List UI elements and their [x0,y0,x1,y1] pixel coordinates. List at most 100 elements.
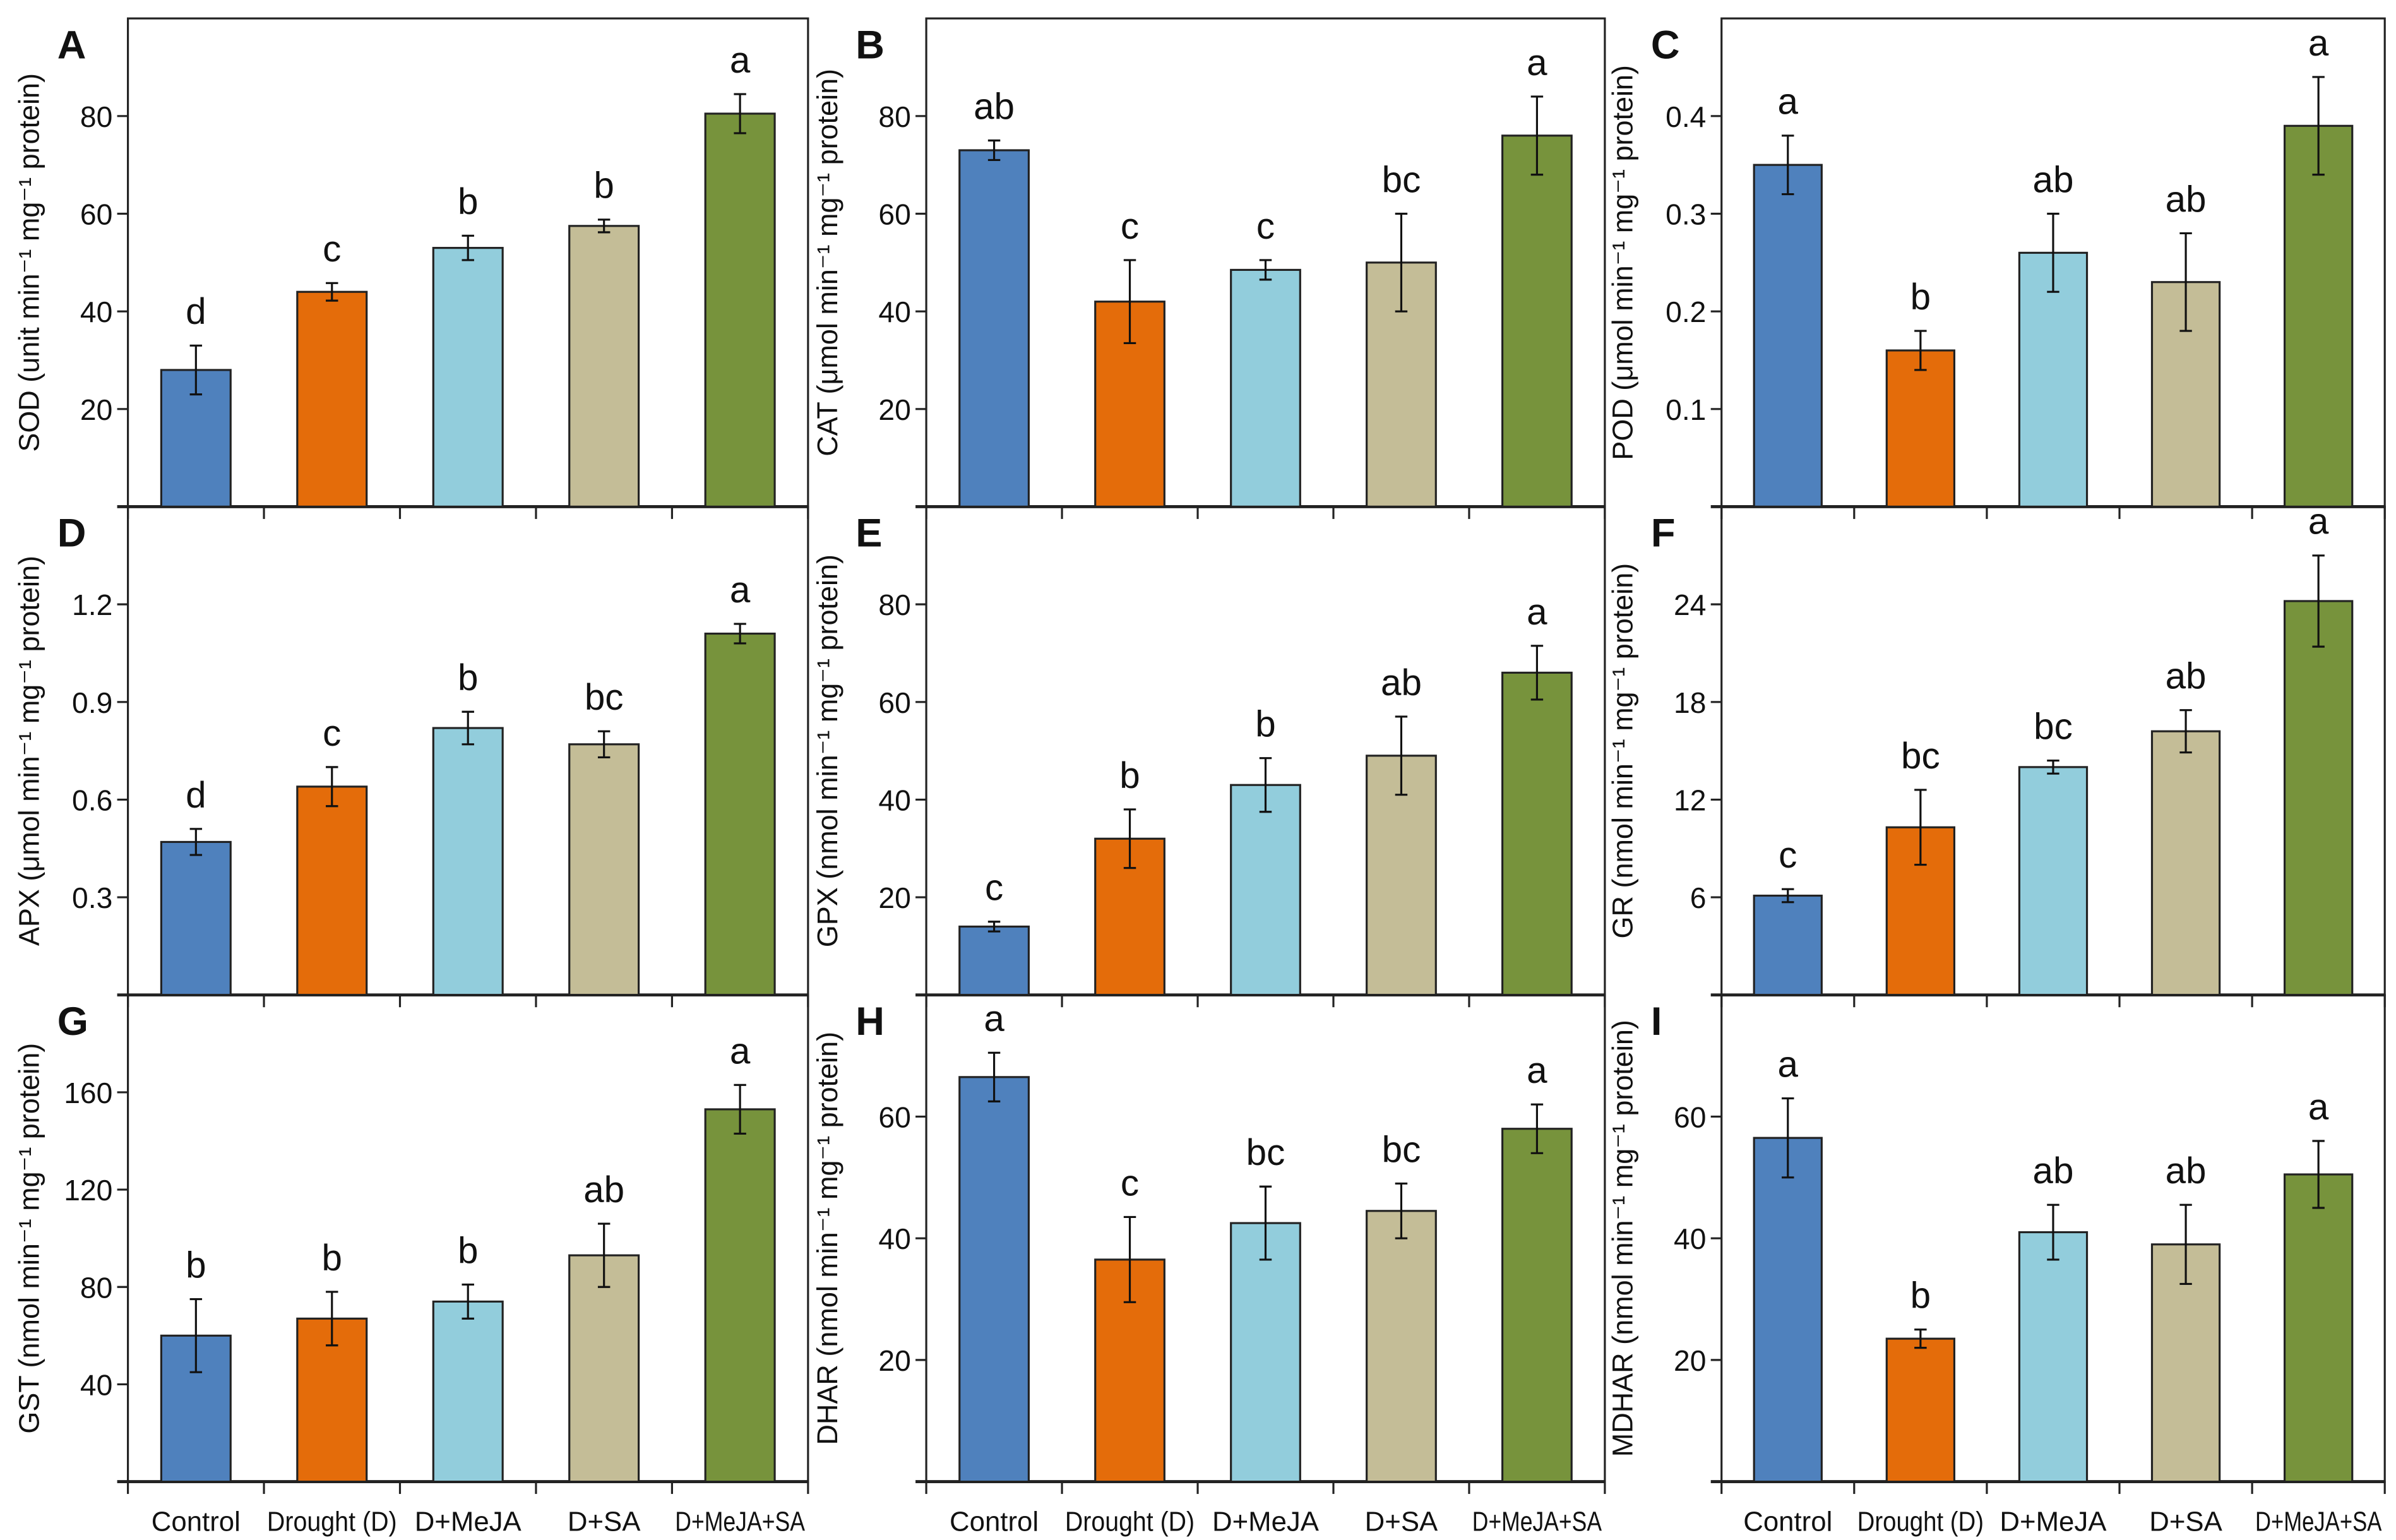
y-tick-label: 20 [878,1344,910,1377]
bar-d-meja [432,727,504,996]
significance-letter: c [323,713,341,754]
significance-letter: ab [2032,1150,2073,1191]
significance-letter: bc [1901,736,1940,777]
significance-letter: a [1527,1050,1547,1091]
panel-label: B [855,23,885,67]
y-axis-label: GST (nmol min⁻¹ mg⁻¹ protein) [13,1043,45,1434]
x-category-label: Control [950,1506,1039,1537]
y-tick-label: 40 [878,295,910,328]
x-category-label: D+MeJA [415,1506,522,1537]
y-axis-label: MDHAR (nmol min⁻¹ mg⁻¹ protein) [1607,1020,1639,1457]
bar-d-meja [2018,766,2089,996]
y-tick-label: 40 [80,1368,112,1401]
bar-d-sa [568,743,640,996]
significance-letter: a [730,570,751,611]
y-tick-label: 0.1 [1666,393,1706,426]
significance-letter: ab [2166,179,2207,220]
y-axis-label: SOD (unit min⁻¹ mg⁻¹ protein) [13,73,45,452]
y-tick-label: 60 [878,686,910,719]
significance-letter: c [323,229,341,270]
significance-letter: b [1119,755,1140,796]
y-tick-label: 60 [878,198,910,231]
y-tick-label: 20 [1674,1344,1706,1377]
significance-letter: ab [2032,159,2073,200]
significance-letter: b [1910,277,1931,318]
significance-letter: ab [974,86,1015,127]
significance-letter: b [458,181,478,222]
significance-letter: ab [583,1169,624,1210]
panel-label: H [855,1000,885,1044]
bar-d-meja [2018,251,2089,508]
x-category-label: D+SA [1365,1506,1438,1537]
y-tick-label: 20 [878,881,910,914]
bar-d-meja-sa [704,632,776,996]
significance-letter: d [186,775,206,816]
significance-letter: b [458,657,478,698]
significance-letter: bc [1246,1132,1285,1173]
x-category-label: D+MeJA+SA [2255,1506,2382,1537]
y-tick-label: 0.9 [72,686,112,719]
y-tick-label: 60 [80,198,112,231]
significance-letter: a [984,998,1004,1039]
y-axis-label: POD (μmol min⁻¹ mg⁻¹ protein) [1607,65,1639,460]
x-category-label: Drought (D) [1065,1506,1195,1537]
significance-letter: c [1121,1162,1139,1203]
significance-letter: a [730,1030,751,1071]
significance-letter: b [186,1245,206,1286]
bar-d-meja [432,1300,504,1483]
significance-letter: ab [2166,656,2207,697]
bar-control [1753,164,1823,508]
bar-d-meja-sa [1501,671,1573,996]
x-category-label: D+SA [568,1506,641,1537]
bar-control [958,1076,1030,1483]
panel-D: 0.3 0.6 0.9 1.2 APX (μmol min⁻¹ mg⁻¹ protein… [13,505,809,1008]
panel-C: 0.1 0.2 0.3 0.4 POD (μmol min⁻¹ mg⁻¹ protein… [1607,17,2386,519]
y-tick-label: 80 [80,1271,112,1304]
panel-label: G [57,1000,88,1044]
significance-letter: a [730,40,751,81]
significance-letter: bc [1382,1129,1421,1170]
y-tick-label: 18 [1674,686,1706,719]
panel-label: C [1651,23,1680,67]
bar-d-meja-sa [704,112,776,508]
y-tick-label: 80 [878,100,910,133]
x-category-label: D+SA [2149,1506,2222,1537]
x-category-label: D+MeJA [1212,1506,1320,1537]
significance-letter: bc [2034,707,2073,748]
panel-label: E [855,511,882,556]
significance-letter: ab [1381,662,1422,703]
bar-d-meja-sa [1501,134,1573,508]
bar-drought-d- [1094,837,1165,996]
y-tick-label: 12 [1674,784,1706,816]
y-tick-label: 20 [878,393,910,426]
y-tick-label: 80 [80,100,112,133]
x-category-label: Drought (D) [267,1506,397,1537]
significance-letter: b [593,165,614,206]
y-tick-label: 160 [64,1077,112,1109]
bar-control [958,925,1030,996]
bar-d-meja [2018,1231,2089,1483]
significance-letter: d [186,291,206,332]
significance-letter: a [2308,1087,2329,1128]
bar-control [1753,894,1823,996]
panel-label: D [57,511,86,556]
panel-G: 40 80 120 160 GST (nmol min⁻¹ mg⁻¹ protein) G… [13,994,809,1537]
significance-letter: b [1255,704,1275,745]
bar-d-sa [1366,1210,1437,1483]
significance-letter: c [985,868,1003,909]
bar-d-meja-sa [704,1108,776,1483]
significance-letter: bc [1382,159,1421,200]
y-tick-label: 40 [878,784,910,816]
significance-letter: a [1778,1044,1799,1085]
bar-d-meja [1230,268,1301,508]
panel-label: I [1651,1000,1662,1044]
bar-d-sa [2150,730,2221,996]
bar-control [160,840,232,996]
y-axis-label: DHAR (nmol min⁻¹ mg⁻¹ protein) [811,1032,843,1445]
bar-drought-d- [296,290,368,508]
y-tick-label: 80 [878,588,910,621]
panel-F: 6 12 18 24 GR (nmol min⁻¹ mg⁻¹ protein) Fc bc b… [1607,501,2386,1008]
panel-H: 20 40 60 DHAR (nmol min⁻¹ mg⁻¹ protein) H a c b… [811,994,1606,1537]
bar-drought-d- [296,785,368,996]
